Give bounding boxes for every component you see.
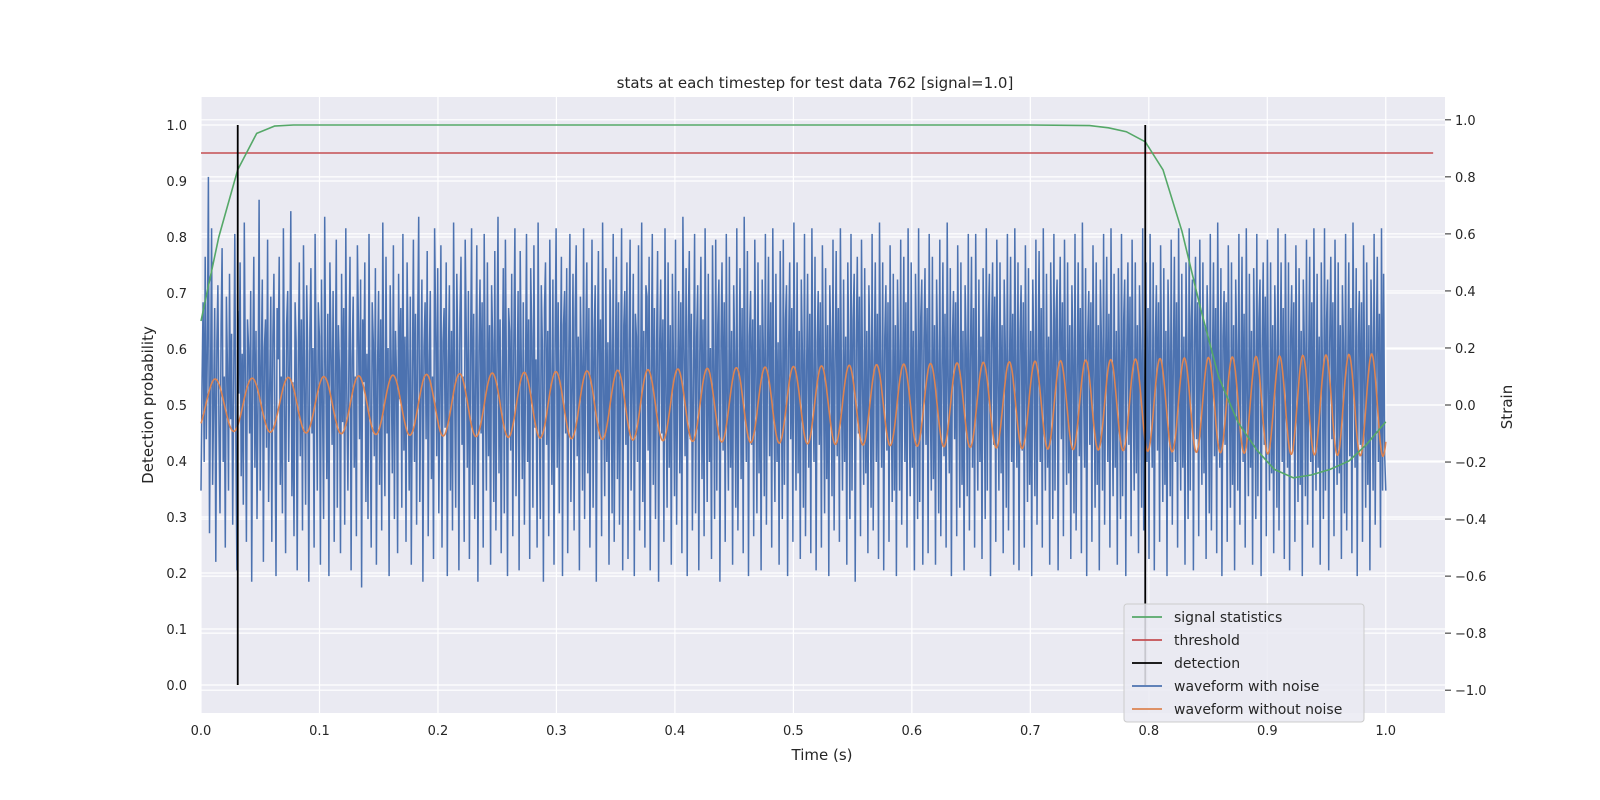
y-right-tick-label: −0.6 [1455, 570, 1487, 585]
x-tick-label: 1.0 [1375, 724, 1396, 739]
y-left-tick-label: 0.0 [166, 679, 187, 694]
x-tick-label: 0.8 [1138, 724, 1159, 739]
chart-title: stats at each timestep for test data 762… [617, 74, 1014, 92]
y-axis-left-label: Detection probability [139, 326, 157, 484]
legend: signal statistics threshold detection wavef… [1123, 603, 1365, 723]
y-right-tick-label: 0.0 [1455, 399, 1476, 414]
x-tick-label: 0.7 [1020, 724, 1041, 739]
y-right-tick-label: 0.2 [1455, 342, 1476, 357]
y-left-tick-label: 0.9 [166, 175, 187, 190]
x-tick-label: 0.4 [665, 724, 686, 739]
y-axis-left-ticks: 0.0 0.1 0.2 0.3 0.4 0.5 0.6 0.7 0.8 0.9 1.0 [166, 119, 187, 694]
series-signal-statistics [200, 124, 1387, 479]
legend-box [1123, 603, 1365, 723]
x-tick-label: 0.1 [309, 724, 330, 739]
legend-label: waveform without noise [1174, 702, 1342, 718]
y-right-tick-label: −0.4 [1455, 513, 1487, 528]
series-waveform-without-noise [200, 353, 1387, 458]
x-tick-label: 0.6 [902, 724, 923, 739]
x-tick-label: 0.5 [783, 724, 804, 739]
y-left-tick-label: 0.2 [166, 567, 187, 582]
legend-label: signal statistics [1174, 610, 1282, 626]
y-left-tick-label: 0.4 [166, 455, 187, 470]
x-tick-label: 0.0 [191, 724, 212, 739]
y-axis-right-label: Strain [1498, 385, 1516, 429]
y-axis-right-ticks: −1.0 −0.8 −0.6 −0.4 −0.2 0.0 0.2 0.4 0.6 0.8 1.0 [1445, 114, 1487, 699]
legend-label: waveform with noise [1174, 679, 1319, 695]
y-right-tick-label: −0.2 [1455, 456, 1487, 471]
series-waveform-with-noise [200, 176, 1387, 588]
y-left-tick-label: 0.7 [166, 287, 187, 302]
y-left-tick-label: 0.5 [166, 399, 187, 414]
x-tick-label: 0.2 [428, 724, 449, 739]
legend-label: threshold [1174, 633, 1240, 649]
x-axis-ticks: 0.0 0.1 0.2 0.3 0.4 0.5 0.6 0.7 0.8 0.9 1.0 [191, 724, 1396, 739]
series-layer [200, 124, 1434, 685]
y-right-tick-label: 0.8 [1455, 171, 1476, 186]
x-tick-label: 0.9 [1257, 724, 1278, 739]
legend-label: detection [1174, 656, 1240, 672]
y-right-tick-label: 1.0 [1455, 114, 1476, 129]
y-right-tick-label: 0.6 [1455, 228, 1476, 243]
y-left-tick-label: 0.1 [166, 623, 187, 638]
x-tick-label: 0.3 [546, 724, 567, 739]
y-left-tick-label: 0.6 [166, 343, 187, 358]
y-right-tick-label: 0.4 [1455, 285, 1476, 300]
x-axis-label: Time (s) [791, 746, 853, 764]
y-right-tick-label: −1.0 [1455, 684, 1487, 699]
y-left-tick-label: 0.8 [166, 231, 187, 246]
y-left-tick-label: 0.3 [166, 511, 187, 526]
y-left-tick-label: 1.0 [166, 119, 187, 134]
y-right-tick-label: −0.8 [1455, 627, 1487, 642]
